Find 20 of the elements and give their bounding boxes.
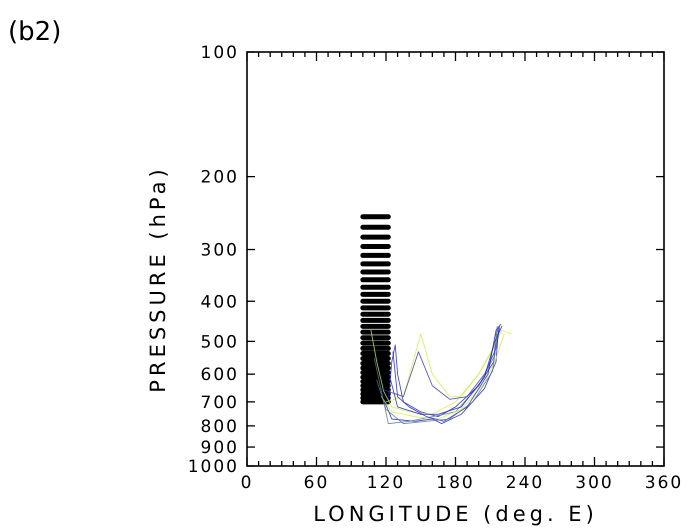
- y-axis-title: PRESSURE (hPa): [146, 165, 170, 393]
- x-tick-label: 180: [436, 473, 475, 493]
- x-tick-label: 0: [240, 473, 254, 493]
- y-tick-label: 500: [200, 332, 239, 352]
- y-tick-label: 400: [200, 292, 239, 312]
- text: (b2): [8, 17, 62, 47]
- y-tick-label: 300: [200, 240, 239, 261]
- x-tick-label: 60: [304, 473, 330, 493]
- y-tick-label: 1000: [188, 457, 239, 477]
- y-tick-label: 900: [200, 438, 239, 458]
- y-tick-label: 700: [200, 392, 239, 413]
- x-tick-label: 240: [506, 473, 544, 493]
- y-tick-label: 100: [200, 43, 239, 63]
- y-tick-label: 600: [200, 365, 239, 386]
- y-tick-label: 200: [200, 168, 239, 188]
- y-tick-label: 800: [200, 416, 239, 437]
- x-tick-label: 300: [575, 473, 614, 493]
- x-axis-title: LONGITUDE (deg. E): [313, 502, 598, 526]
- x-tick-label: 360: [644, 473, 684, 493]
- x-tick-label: 120: [366, 473, 406, 493]
